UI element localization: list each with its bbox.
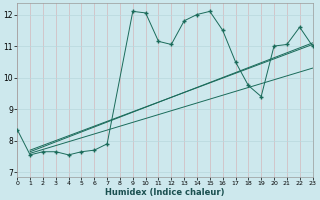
- X-axis label: Humidex (Indice chaleur): Humidex (Indice chaleur): [105, 188, 225, 197]
